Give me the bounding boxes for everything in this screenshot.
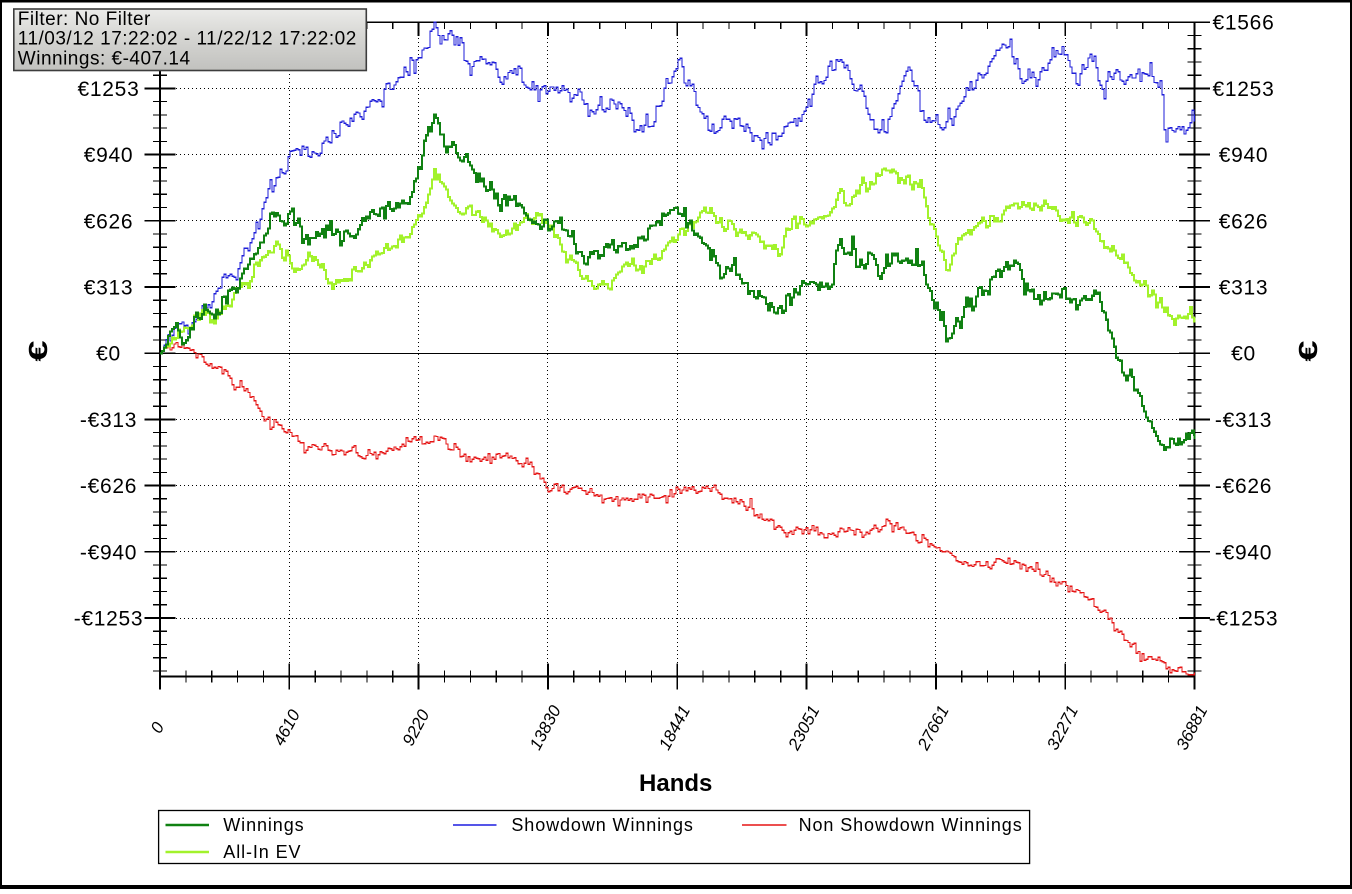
svg-text:-€313: -€313 — [80, 409, 137, 432]
svg-text:€626: €626 — [84, 210, 134, 233]
svg-text:Non Showdown Winnings: Non Showdown Winnings — [799, 815, 1023, 835]
svg-text:Winnings: Winnings — [223, 815, 304, 835]
svg-text:-€940: -€940 — [80, 541, 137, 564]
svg-text:€1253: €1253 — [1213, 78, 1275, 101]
svg-text:11/03/12 17:22:02 - 11/22/12 1: 11/03/12 17:22:02 - 11/22/12 17:22:02 — [18, 29, 357, 50]
svg-text:-€1253: -€1253 — [74, 608, 144, 631]
svg-text:€0: €0 — [96, 343, 121, 366]
svg-text:€940: €940 — [1219, 144, 1269, 167]
svg-text:All-In EV: All-In EV — [223, 842, 301, 862]
svg-text:€1566: €1566 — [1213, 12, 1275, 35]
svg-text:€1253: €1253 — [78, 78, 140, 101]
svg-text:Filter: No Filter: Filter: No Filter — [18, 9, 151, 30]
svg-text:€313: €313 — [84, 277, 134, 300]
svg-text:€313: €313 — [1219, 277, 1269, 300]
svg-text:€0: €0 — [1231, 343, 1256, 366]
svg-text:Hands: Hands — [639, 770, 712, 797]
svg-text:-€940: -€940 — [1215, 541, 1272, 564]
svg-text:-€626: -€626 — [80, 475, 137, 498]
svg-text:€: € — [23, 341, 53, 362]
svg-text:Winnings: €-407.14: Winnings: €-407.14 — [18, 48, 191, 69]
svg-text:€940: €940 — [84, 144, 134, 167]
svg-text:-€626: -€626 — [1215, 475, 1272, 498]
svg-text:Showdown Winnings: Showdown Winnings — [511, 815, 693, 835]
svg-text:-€313: -€313 — [1215, 409, 1272, 432]
svg-text:-€1253: -€1253 — [1209, 608, 1279, 631]
svg-text:€: € — [1293, 341, 1323, 362]
svg-text:€626: €626 — [1219, 210, 1269, 233]
